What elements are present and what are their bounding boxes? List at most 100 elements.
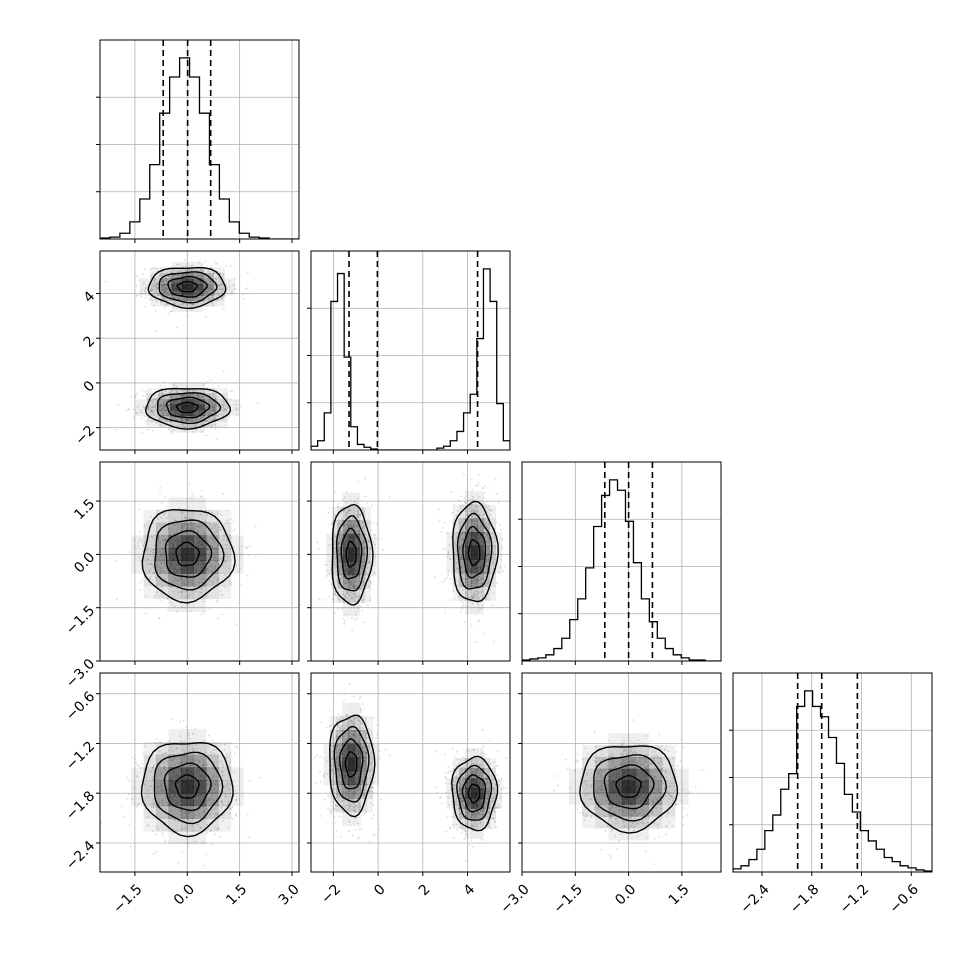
scatter-point: [222, 493, 225, 495]
density-cell: [181, 573, 194, 587]
scatter-point: [345, 790, 348, 793]
contour-line: [331, 503, 374, 606]
panel-content: [733, 673, 932, 872]
scatter-point: [149, 575, 152, 578]
scatter-point: [338, 772, 341, 775]
density-cell: [168, 729, 182, 743]
scatter-point: [171, 432, 173, 435]
scatter-point: [469, 573, 472, 576]
scatter-point: [361, 527, 364, 529]
scatter-point: [170, 759, 173, 761]
scatter-point: [177, 391, 180, 394]
scatter-point: [155, 805, 158, 808]
scatter-point: [201, 764, 204, 767]
density-cell: [146, 410, 159, 417]
scatter-point: [317, 547, 320, 550]
contour-line: [174, 774, 200, 799]
scatter-point: [163, 538, 166, 541]
density-cell: [193, 522, 207, 536]
scatter-point: [442, 526, 444, 529]
scatter-point: [206, 808, 209, 811]
scatter-point: [166, 413, 169, 415]
density-cell: [204, 404, 217, 411]
scatter-point: [211, 410, 214, 413]
density-cell: [359, 561, 366, 576]
scatter-point: [337, 549, 340, 552]
density-cell: [216, 421, 228, 428]
panel-content: [100, 251, 299, 450]
scatter-point: [319, 780, 322, 783]
scatter-point: [157, 539, 160, 542]
scatter-point: [327, 808, 330, 811]
scatter-point: [467, 599, 470, 602]
scatter-point: [478, 619, 480, 622]
scatter-point: [183, 430, 186, 433]
scatter-point: [175, 270, 178, 273]
scatter-point: [174, 302, 176, 305]
scatter-point: [233, 795, 235, 798]
scatter-point: [169, 395, 172, 397]
scatter-point: [164, 564, 167, 567]
density-cell: [213, 289, 225, 296]
density-cell: [206, 586, 219, 600]
scatter-point: [127, 793, 130, 796]
density-cell: [181, 741, 194, 755]
scatter-point: [357, 740, 360, 743]
scatter-point: [149, 411, 152, 414]
scatter-point: [340, 512, 342, 514]
scatter-point: [184, 811, 186, 814]
scatter-point: [370, 795, 373, 798]
scatter-point: [331, 808, 334, 811]
density-cell: [203, 295, 214, 301]
scatter-point: [358, 719, 361, 722]
density-cell: [146, 388, 159, 394]
scatter-point: [452, 522, 455, 525]
scatter-point: [220, 761, 223, 764]
scatter-point: [487, 486, 489, 489]
scatter-point: [334, 821, 337, 824]
scatter-point: [342, 510, 345, 513]
scatter-point: [219, 526, 222, 529]
scatter-point: [130, 797, 133, 800]
scatter-point: [202, 300, 205, 303]
scatter-point: [139, 581, 142, 584]
scatter-point: [222, 803, 224, 806]
scatter-point: [221, 593, 224, 596]
scatter-point: [350, 728, 353, 731]
scatter-point: [480, 582, 483, 585]
scatter-point: [144, 296, 147, 299]
density-cell: [160, 295, 172, 301]
scatter-point: [356, 515, 359, 518]
scatter-point: [479, 578, 482, 580]
scatter-point: [203, 392, 206, 394]
density-cell: [192, 272, 204, 279]
scatter-point: [156, 292, 159, 295]
scatter-point: [217, 579, 219, 582]
scatter-point: [456, 567, 459, 570]
scatter-point: [236, 746, 239, 749]
scatter-point: [346, 524, 349, 527]
scatter-point: [473, 520, 476, 523]
scatter-point: [355, 613, 358, 616]
scatter-point: [163, 765, 166, 768]
scatter-point: [208, 608, 211, 611]
scatter-point: [476, 580, 479, 582]
contour-line: [176, 280, 198, 293]
scatter-point: [347, 721, 350, 724]
scatter-point: [208, 296, 210, 299]
scatter-point: [194, 425, 197, 428]
scatter-point: [345, 596, 347, 599]
density-cell: [168, 535, 182, 549]
scatter-point: [458, 546, 461, 549]
scatter-point: [195, 419, 198, 422]
scatter-point: [473, 523, 475, 526]
histogram-step: [311, 268, 510, 450]
scatter-point: [467, 596, 470, 599]
scatter-point: [234, 399, 237, 402]
density-cell: [331, 547, 338, 562]
scatter-point: [153, 279, 156, 282]
scatter-point: [206, 514, 209, 517]
scatter-point: [161, 392, 164, 395]
scatter-point: [153, 282, 156, 284]
scatter-point: [197, 530, 199, 532]
